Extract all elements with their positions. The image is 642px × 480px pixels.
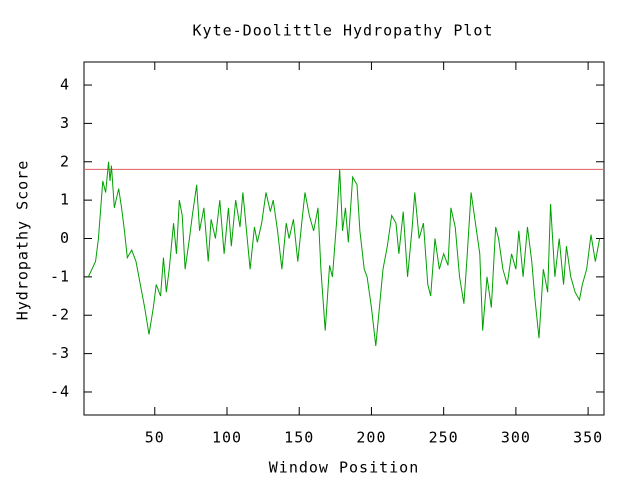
- chart-title: Kyte-Doolittle Hydropathy Plot: [193, 22, 494, 40]
- x-tick-label: 200: [356, 429, 386, 447]
- y-tick-label: -4: [50, 382, 70, 400]
- y-tick-label: 0: [60, 229, 70, 247]
- y-tick-label: 3: [60, 114, 70, 132]
- x-axis-label: Window Position: [269, 459, 419, 477]
- x-tick-label: 150: [284, 429, 314, 447]
- y-tick-label: -2: [50, 306, 70, 324]
- y-tick-label: -1: [50, 267, 70, 285]
- x-tick-label: 350: [573, 429, 603, 447]
- y-tick-label: 2: [60, 152, 70, 170]
- x-tick-label: 50: [145, 429, 165, 447]
- y-axis-label: Hydropathy Score: [14, 160, 32, 321]
- y-tick-label: 1: [60, 191, 70, 209]
- data-line: [87, 161, 601, 346]
- y-tick-label: 4: [60, 76, 70, 94]
- x-tick-label: 300: [501, 429, 531, 447]
- x-tick-label: 100: [212, 429, 242, 447]
- x-tick-label: 250: [429, 429, 459, 447]
- y-tick-label: -3: [50, 344, 70, 362]
